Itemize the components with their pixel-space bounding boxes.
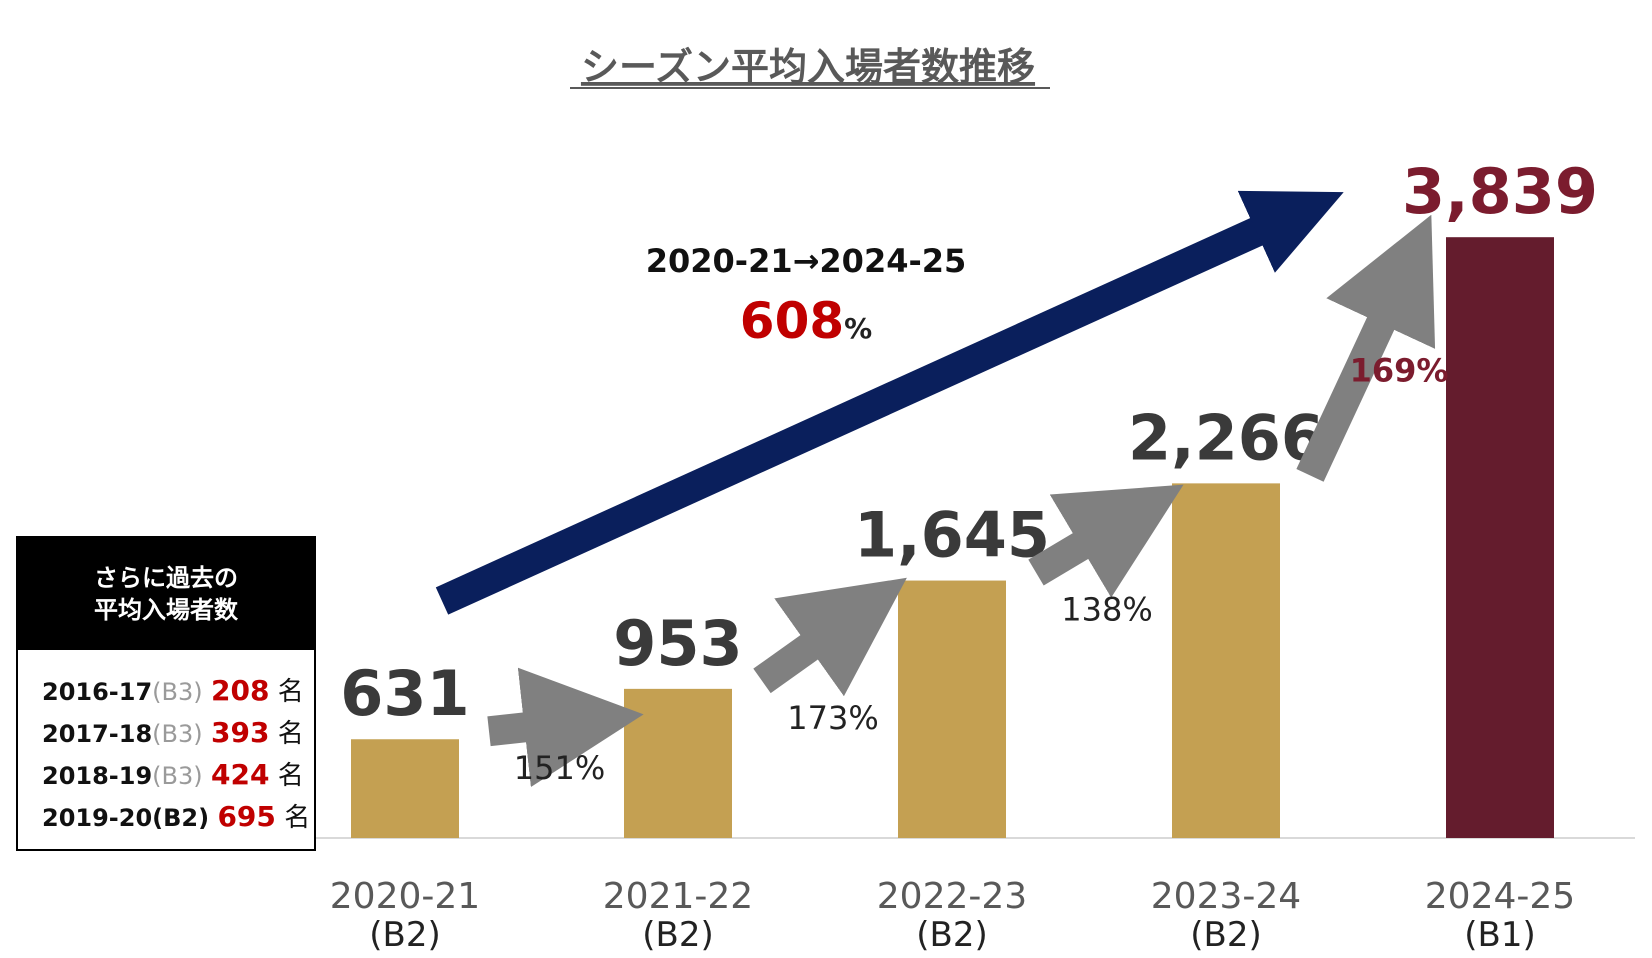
past-season: 2016-17 — [42, 678, 153, 706]
x-tick-label: 2022-23 — [877, 876, 1027, 917]
overall-growth-arrow — [435, 190, 1344, 615]
past-value: 424 — [210, 758, 270, 791]
past-season: 2017-18 — [42, 720, 153, 748]
league-label: (B2) — [1190, 915, 1262, 955]
bar-value-label: 1,645 — [854, 499, 1050, 572]
past-unit: 名 — [284, 803, 311, 833]
x-tick-label: 2023-24 — [1151, 876, 1301, 917]
bar-value-label: 3,839 — [1402, 155, 1598, 228]
growth-arrow — [487, 667, 644, 788]
past-row: 2019-20(B2) 695 名 — [42, 796, 310, 838]
past-season: 2018-19 — [42, 762, 153, 790]
past-value: 393 — [210, 716, 270, 749]
past-unit: 名 — [277, 761, 304, 791]
growth-arrow — [753, 577, 907, 697]
chart-title: シーズン平均入場者数推移 — [581, 45, 1035, 89]
bar — [1172, 483, 1280, 838]
past-box-header: さらに過去の 平均入場者数 — [18, 538, 314, 650]
past-unit: 名 — [277, 677, 304, 707]
past-row: 2016-17(B3) 208 名 — [42, 670, 304, 712]
chart-marks: 6312020-21(B2)9532021-22(B2)1,6452022-23… — [330, 155, 1598, 955]
past-league: (B3) — [152, 678, 203, 706]
growth-arrow — [1296, 214, 1436, 482]
bar — [1446, 237, 1554, 838]
past-league: (B3) — [152, 720, 203, 748]
past-value: 208 — [210, 674, 270, 707]
x-tick-label: 2021-22 — [603, 876, 753, 917]
past-box-title-line1: さらに過去の — [94, 564, 238, 592]
growth-label: 138% — [1061, 591, 1152, 629]
bar-value-label: 953 — [613, 607, 742, 680]
overall-growth-value: 608% — [740, 292, 872, 350]
league-label: (B2) — [369, 915, 441, 955]
past-league: (B3) — [152, 762, 203, 790]
growth-arrow — [1028, 484, 1184, 598]
past-attendance-box: さらに過去の 平均入場者数 2016-17(B3) 208 名 2017-18(… — [16, 536, 316, 851]
growth-label: 169% — [1350, 351, 1449, 389]
past-box-title-line2: 平均入場者数 — [94, 596, 238, 624]
growth-label: 173% — [787, 699, 878, 737]
league-label: (B1) — [1464, 915, 1536, 955]
growth-label: 151% — [514, 749, 605, 787]
league-label: (B2) — [916, 915, 988, 955]
x-tick-label: 2020-21 — [330, 876, 480, 917]
overall-range-label: 2020-21→2024-25 — [646, 242, 967, 280]
past-row: 2017-18(B3) 393 名 — [42, 712, 304, 754]
past-list: 2016-17(B3) 208 名 2017-18(B3) 393 名 2018… — [18, 650, 314, 838]
bar — [351, 739, 459, 838]
past-value: 695 — [217, 800, 276, 833]
bar — [898, 580, 1006, 838]
x-tick-label: 2024-25 — [1425, 876, 1575, 917]
bar — [624, 688, 732, 838]
league-label: (B2) — [642, 915, 714, 955]
bar-value-label: 2,266 — [1128, 401, 1324, 474]
past-season: 2019-20 — [42, 804, 153, 832]
past-unit: 名 — [277, 719, 304, 749]
past-league: (B2) — [152, 804, 210, 832]
past-row: 2018-19(B3) 424 名 — [42, 754, 304, 796]
bar-value-label: 631 — [340, 657, 469, 730]
